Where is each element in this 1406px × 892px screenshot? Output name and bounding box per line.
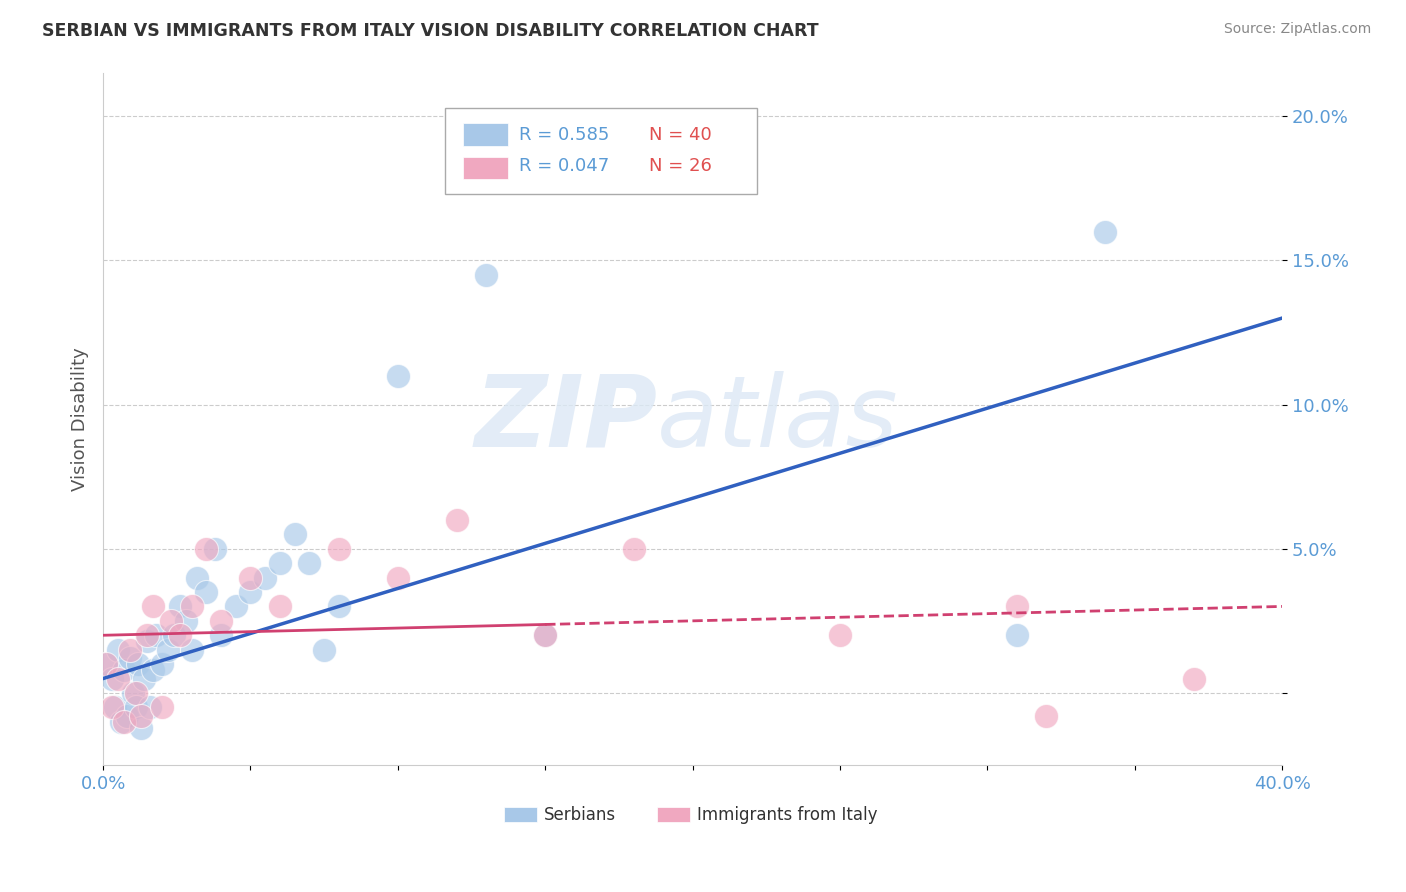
Point [328,541,350,556]
Point [115,709,138,723]
Point [169,628,191,642]
Bar [657,807,690,822]
Point [534,628,557,642]
Bar [463,123,508,145]
Point [131,721,153,735]
Text: Immigrants from Italy: Immigrants from Italy [697,805,877,824]
Bar [463,157,508,179]
Point [121,686,143,700]
Point [284,527,307,541]
Point [174,614,197,628]
Text: Source: ZipAtlas.com: Source: ZipAtlas.com [1223,22,1371,37]
Bar [503,807,537,822]
Point [94,657,117,672]
Point [269,599,291,614]
Point [254,571,277,585]
Point [163,628,186,642]
Point [180,642,202,657]
Point [180,599,202,614]
Point [314,642,336,657]
Point [145,628,167,642]
Point [387,368,409,383]
Point [139,700,162,714]
Point [1005,599,1028,614]
Point [828,628,851,642]
Point [107,672,129,686]
Point [387,571,409,585]
Point [623,541,645,556]
Text: N = 40: N = 40 [650,126,711,144]
Text: atlas: atlas [657,370,898,467]
Point [118,651,141,665]
Point [239,571,262,585]
Text: R = 0.047: R = 0.047 [519,157,610,176]
Point [118,642,141,657]
Point [195,585,218,599]
Point [142,663,165,677]
Point [124,686,146,700]
Point [186,571,208,585]
Point [534,628,557,642]
Point [1035,709,1057,723]
Point [110,714,132,729]
Point [124,700,146,714]
Y-axis label: Vision Disability: Vision Disability [72,347,89,491]
Point [94,657,117,672]
Point [195,541,218,556]
Point [101,672,124,686]
Text: ZIP: ZIP [474,370,657,467]
Point [107,642,129,657]
Point [209,614,232,628]
Text: R = 0.585: R = 0.585 [519,126,610,144]
Point [1005,628,1028,642]
Point [204,541,226,556]
Point [150,657,173,672]
Point [446,513,468,527]
Point [136,634,159,648]
Point [160,614,183,628]
Point [112,663,135,677]
Point [104,700,127,714]
Point [169,599,191,614]
Point [328,599,350,614]
Point [150,700,173,714]
Point [112,714,135,729]
Text: N = 26: N = 26 [650,157,711,176]
Point [475,268,498,282]
Point [128,657,150,672]
Point [1182,672,1205,686]
Text: SERBIAN VS IMMIGRANTS FROM ITALY VISION DISABILITY CORRELATION CHART: SERBIAN VS IMMIGRANTS FROM ITALY VISION … [42,22,818,40]
Point [269,556,291,570]
FancyBboxPatch shape [446,108,758,194]
Point [209,628,232,642]
Text: Serbians: Serbians [544,805,616,824]
Point [136,628,159,642]
Point [142,599,165,614]
Point [225,599,247,614]
Point [1094,225,1116,239]
Point [101,700,124,714]
Point [298,556,321,570]
Point [131,709,153,723]
Point [156,642,179,657]
Point [134,672,156,686]
Point [239,585,262,599]
